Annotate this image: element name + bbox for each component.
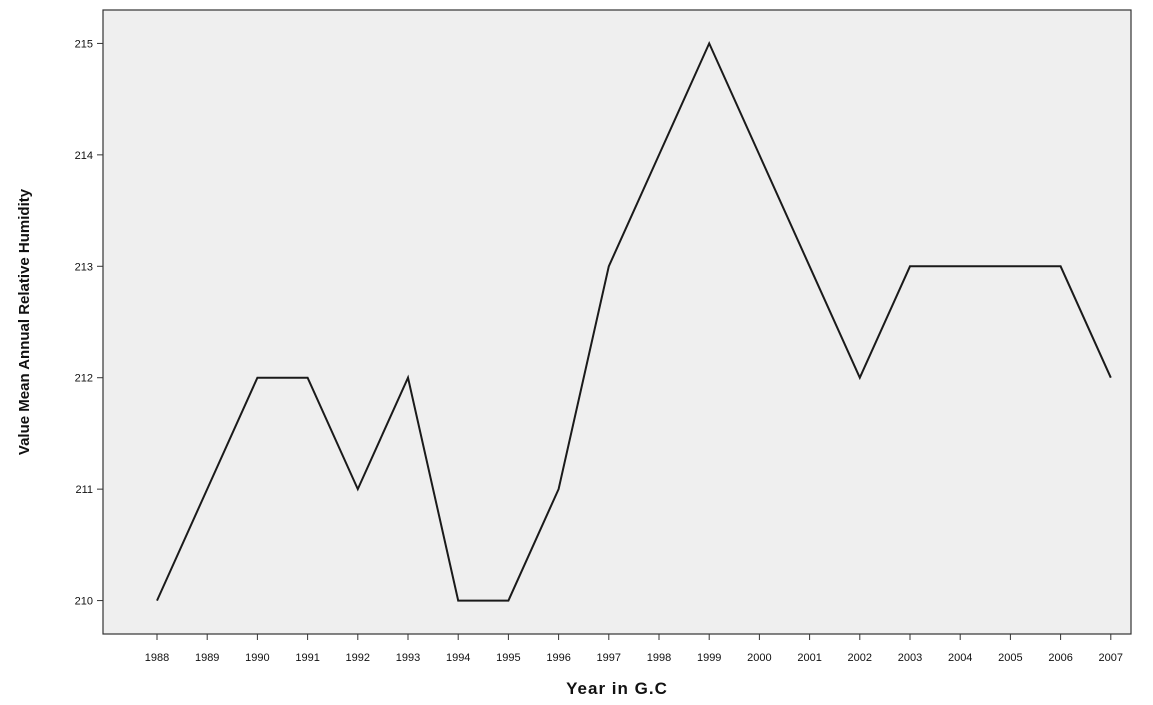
- x-axis-title: Year in G.C: [566, 679, 668, 698]
- x-tick-label: 2002: [848, 652, 872, 664]
- x-tick-label: 1996: [546, 652, 570, 664]
- y-tick-label: 213: [75, 261, 93, 273]
- y-tick-label: 214: [75, 150, 93, 162]
- x-tick-label: 2005: [998, 652, 1022, 664]
- x-tick-label: 2007: [1099, 652, 1123, 664]
- x-tick-label: 1992: [346, 652, 370, 664]
- x-tick-label: 1994: [446, 652, 470, 664]
- x-tick-label: 2001: [797, 652, 821, 664]
- x-tick-label: 1993: [396, 652, 420, 664]
- x-tick-label: 1988: [145, 652, 169, 664]
- x-tick-label: 1989: [195, 652, 219, 664]
- x-tick-label: 1999: [697, 652, 721, 664]
- y-tick-label: 211: [75, 484, 93, 496]
- x-tick-label: 1990: [245, 652, 269, 664]
- x-axis-ticks: 1988 1989 1990 1991 1992 1993 1994 1995 1996 1997…: [145, 634, 1123, 664]
- y-axis-title: Value Mean Annual Relative Humidity: [16, 188, 33, 455]
- y-tick-label: 215: [75, 38, 93, 50]
- x-tick-label: 2006: [1048, 652, 1072, 664]
- y-axis-ticks: 210 211 212 213 214 215: [75, 38, 103, 608]
- x-tick-label: 1991: [295, 652, 319, 664]
- y-tick-label: 210: [75, 596, 93, 608]
- x-tick-label: 2000: [747, 652, 771, 664]
- x-tick-label: 1998: [647, 652, 671, 664]
- series-line: [156, 40, 1112, 602]
- x-tick-label: 2004: [948, 652, 972, 664]
- x-tick-label: 1995: [496, 652, 520, 664]
- x-tick-label: 2003: [898, 652, 922, 664]
- y-tick-label: 212: [75, 373, 93, 385]
- x-tick-label: 1997: [597, 652, 621, 664]
- plot-area: [102, 9, 1132, 635]
